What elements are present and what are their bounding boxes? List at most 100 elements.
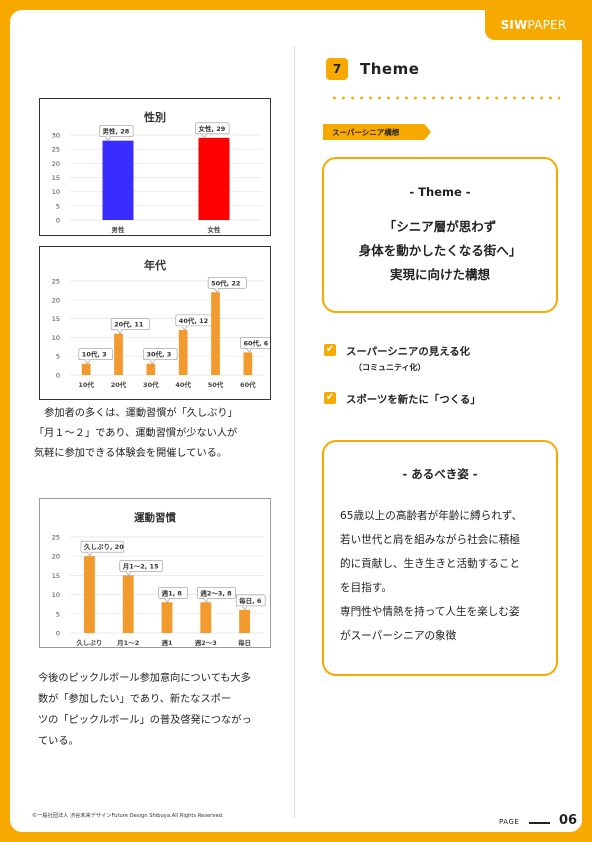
theme-card-lead-line: 「シニア層が思わず [383, 219, 497, 234]
chart-bar [83, 556, 95, 633]
data-label: 60代, 6 [243, 338, 268, 347]
ideal-card-heading: - あるべき姿 - [402, 467, 478, 481]
data-label: 30代, 3 [146, 350, 171, 359]
chart-title: 性別 [144, 110, 166, 124]
theme-card-lead-line: 身体を動かしたくなる街へ」 [358, 243, 522, 258]
data-label-pointer [116, 329, 123, 335]
y-tick-label: 30 [52, 132, 60, 140]
theme-card-lead: 「シニア層が思わず 身体を動かしたくなる街へ」 実現に向けた構想 [324, 215, 556, 287]
chart-bar [146, 363, 156, 375]
x-tick-label: 週1 [161, 638, 173, 647]
dotted-separator [330, 96, 560, 100]
chart-bar [178, 329, 188, 375]
theme-card-heading: - Theme - [409, 185, 471, 199]
y-tick-label: 15 [52, 174, 60, 182]
y-tick-label: 25 [52, 534, 60, 542]
x-tick-label: 男性 [111, 225, 126, 234]
x-tick-label: 40代 [175, 380, 191, 389]
gender-chart: 性別 0 5 10 15 20 25 30 男性 男性, 28 女性 女性, 29 [39, 98, 271, 236]
checklist-item-label: スーパーシニアの見える化 [346, 346, 471, 358]
chart-bar [81, 363, 91, 375]
data-label-box [99, 125, 134, 137]
chart-svg: 性別 0 5 10 15 20 25 30 男性 男性, 28 女性 女性, 29 [52, 110, 262, 234]
y-tick-label: 5 [56, 353, 60, 361]
ideal-state-card: - あるべき姿 - 65歳以上の高齢者が年齢に縛られず、 若い世代と肩を組みなが… [322, 440, 558, 676]
page-number: 06 [559, 813, 578, 828]
ideal-card-line: 若い世代と肩を組みながら社会に積極 [340, 534, 521, 546]
paragraph-line: ツの「ピックルボール」の普及啓発につながっ [38, 715, 252, 726]
chart-bar [102, 140, 134, 220]
chart-bar [243, 352, 253, 375]
x-tick-label: 週2～3 [195, 638, 217, 647]
y-tick-label: 15 [52, 315, 60, 323]
paragraph-line: 今後のピックルボール参加意向についても大多 [38, 673, 251, 684]
paper-sheet: SIW PAPER 性別 0 5 10 15 20 25 30 男性 男性, 28 女性 女性, 29… [10, 10, 582, 832]
data-label-box [240, 337, 270, 349]
y-tick-label: 15 [52, 572, 60, 580]
chart-title: 運動習慣 [134, 511, 176, 524]
copyright-text: ©一般社団法人 渋谷未来デザインFuture Design Shibuya.Al… [32, 813, 224, 819]
y-tick-label: 10 [52, 591, 60, 599]
column-divider [294, 46, 295, 818]
chart-bar [198, 137, 230, 220]
data-label: 40代, 12 [179, 316, 208, 325]
page-label: PAGE [499, 818, 520, 826]
checklist-item-label: スポーツを新たに「つくる」 [346, 394, 481, 406]
paragraph-line: 数が「参加したい」であり、新たなスポー [38, 694, 232, 705]
brand-logo-rest: PAPER [527, 18, 567, 32]
x-tick-label: 久しぶり [76, 638, 102, 647]
y-tick-label: 0 [56, 217, 60, 225]
checklist-item-sub: （コミュニティ化） [354, 363, 426, 372]
page-line [529, 822, 550, 824]
theme-card: - Theme - 「シニア層が思わず 身体を動かしたくなる街へ」 実現に向けた… [322, 157, 558, 313]
check-icon: ✔ [324, 392, 336, 404]
data-label-box [80, 540, 125, 553]
paragraph-line: 「月１～２」であり、運動習慣が少ない人が [34, 428, 238, 439]
chart-bar [161, 602, 173, 633]
y-tick-label: 10 [52, 334, 60, 342]
ideal-card-line: を目指す。 [340, 582, 392, 594]
data-label-pointer [246, 348, 252, 354]
brand-logo-bold: SIW [500, 18, 528, 32]
data-label: 女性, 29 [198, 124, 225, 133]
data-label-box [158, 586, 188, 599]
brand-logo: SIW PAPER [485, 10, 582, 40]
data-label-pointer [86, 552, 93, 557]
paragraph-pickleball: 今後のピックルボール参加意向についても大多 数が「参加したい」であり、新たなスポ… [38, 668, 288, 752]
data-label-box [78, 348, 113, 361]
data-label-box [235, 594, 266, 607]
y-tick-label: 20 [52, 296, 60, 304]
y-tick-label: 25 [52, 146, 60, 154]
ideal-card-line: 専門性や情熱を持って人生を楽しむ姿 [340, 606, 520, 618]
data-label-box [195, 122, 230, 135]
x-tick-label: 女性 [208, 225, 222, 234]
chart-svg: 年代 0 5 10 15 20 25 10代 10代, 3 20代 20代, 11 30代 30代, 3… [52, 258, 270, 389]
chart-bar [114, 333, 123, 375]
chart-bar [122, 575, 134, 633]
data-label-pointer [201, 133, 207, 139]
data-label: 毎日, 6 [239, 596, 262, 605]
ideal-card-body: 65歳以上の高齢者が年齢に縛られず、 若い世代と肩を組みながら社会に積極 的に貢… [340, 504, 546, 648]
section-title: Theme [360, 60, 420, 78]
y-tick-label: 5 [56, 202, 60, 210]
y-tick-label: 20 [52, 160, 60, 168]
data-label: 久しぶり, 20 [84, 542, 124, 551]
ideal-card-line: がスーパーシニアの象徴 [340, 630, 457, 642]
x-tick-label: 60代 [240, 380, 256, 389]
theme-card-lead-line: 実現に向けた構想 [389, 267, 490, 282]
chart-bar [239, 609, 251, 633]
chart-bar [200, 602, 212, 633]
data-label-box [119, 560, 163, 572]
paragraph-line: 参加者の多くは、運動習慣が「久しぶり」 [34, 408, 238, 419]
section-number-badge: 7 [326, 58, 348, 80]
data-label: 50代, 22 [211, 278, 240, 287]
chart-svg: 運動習慣 0 5 10 15 20 25 久しぶり 久しぶり, 20 月1～2 月1～2, 15 週1… [52, 511, 266, 647]
y-tick-label: 25 [52, 278, 60, 286]
data-label-box [110, 318, 150, 330]
data-label-box [143, 348, 178, 361]
y-tick-label: 0 [56, 372, 60, 380]
data-label: 週1, 8 [162, 588, 183, 597]
concept-tag: スーパーシニア構想 [323, 124, 431, 140]
chart-title: 年代 [144, 258, 166, 272]
